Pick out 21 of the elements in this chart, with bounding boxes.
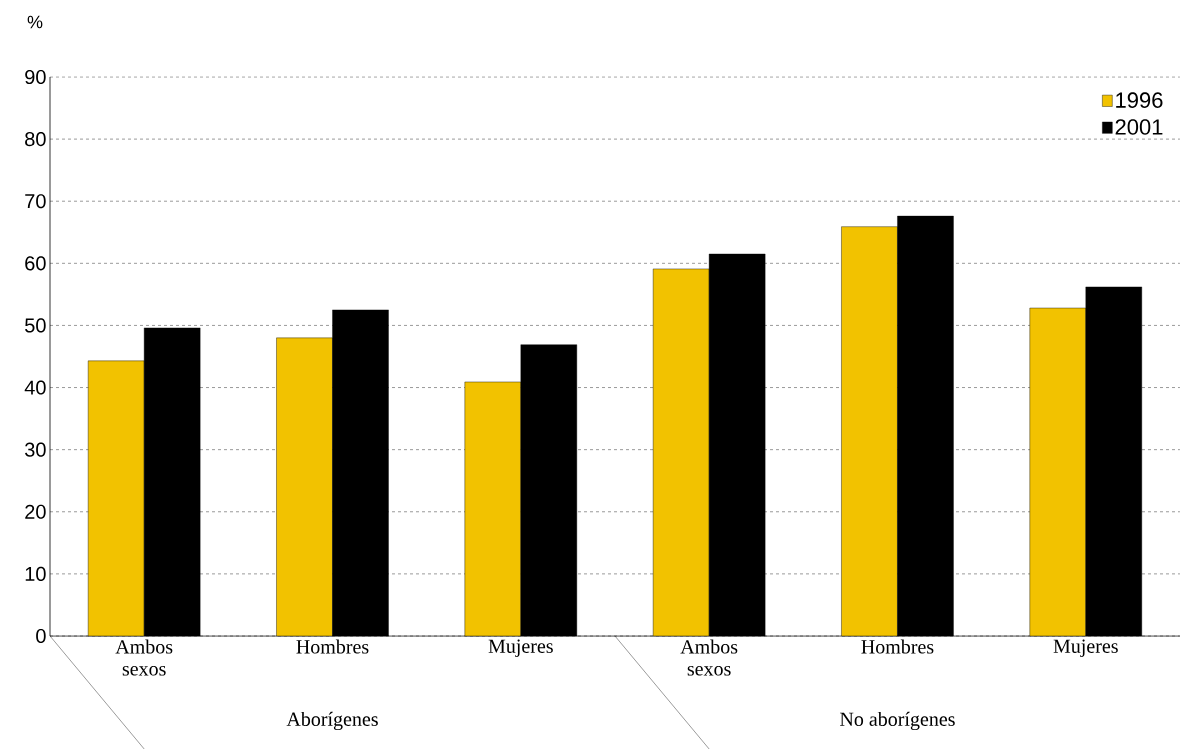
text: Aborígenes (286, 711, 378, 731)
y-tick-label: 0 (36, 628, 46, 644)
y-tick-label: 20 (25, 504, 46, 519)
x-tick-label: Hombres (861, 639, 934, 654)
y-tick-label: 60 (25, 256, 46, 271)
x-tick-label: Mujeres (1053, 639, 1118, 658)
x-tick-label: Mujeres (488, 639, 553, 658)
y-axis-title: % (27, 15, 43, 29)
text: No aborígenes (840, 711, 955, 731)
y-tick-label: 30 (25, 442, 46, 457)
y-tick-label: 10 (25, 566, 46, 581)
y-tick-label: 90 (25, 69, 46, 85)
x-tick-label: Ambos sexos (115, 639, 173, 676)
y-tick-label: 50 (25, 318, 46, 333)
legend-label: 2001 (1115, 119, 1163, 135)
x-tick-label: Ambos sexos (680, 639, 738, 676)
x-tick-label: Hombres (296, 639, 369, 654)
y-tick-label: 80 (25, 132, 46, 147)
y-tick-label: 40 (24, 380, 46, 395)
legend-label: 1996 (1116, 92, 1163, 108)
y-tick-label: 70 (25, 194, 46, 209)
